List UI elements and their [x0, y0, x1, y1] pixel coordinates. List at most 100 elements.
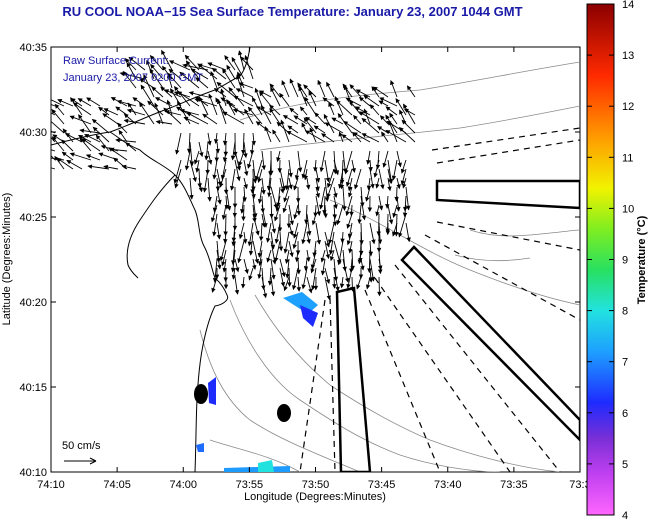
current-vector-head: [52, 134, 58, 139]
current-vector-head: [61, 139, 67, 145]
current-vector-head: [69, 115, 75, 120]
current-vector-head: [399, 109, 404, 115]
current-vector-head: [340, 238, 345, 244]
current-vector: [388, 121, 398, 143]
current-vector-head: [194, 98, 200, 103]
current-vector-head: [261, 165, 266, 171]
current-vector: [232, 240, 236, 265]
current-vector-head: [388, 120, 393, 126]
current-vector-head: [307, 230, 312, 236]
current-vector: [324, 177, 328, 202]
current-vector: [187, 112, 209, 125]
current-vector-head: [175, 106, 182, 111]
current-vector-head: [87, 164, 93, 169]
current-vector: [231, 57, 245, 80]
current-vector: [333, 240, 341, 264]
x-tick-label: 74:05: [103, 479, 131, 491]
current-vector: [154, 103, 164, 125]
current-vector-head: [278, 246, 284, 252]
current-vector: [189, 159, 197, 182]
current-vector-head: [315, 177, 321, 183]
current-vector-head: [216, 98, 222, 105]
current-vector-head: [166, 99, 171, 105]
current-vector: [238, 240, 245, 263]
current-vector-head: [376, 247, 382, 253]
scale-arrow: [64, 457, 97, 465]
current-vector-head: [150, 63, 155, 69]
current-vector-head: [116, 99, 122, 105]
current-vector-head: [264, 125, 269, 131]
current-vector: [250, 231, 254, 255]
current-vector-head: [313, 125, 319, 130]
current-vector-head: [320, 257, 325, 263]
current-vector-head: [358, 274, 364, 280]
current-vector-head: [265, 237, 271, 243]
current-vector-head: [320, 270, 326, 276]
current-vector-head: [160, 86, 166, 92]
current-vector-head: [254, 258, 259, 264]
current-vector-head: [258, 261, 263, 267]
current-vector-head: [309, 127, 314, 133]
current-vector-head: [184, 165, 190, 171]
current-vector-head: [235, 88, 241, 93]
current-vector-head: [292, 285, 297, 291]
current-vector-head: [168, 68, 174, 74]
current-vector-head: [288, 172, 293, 178]
current-vector-head: [301, 239, 306, 245]
current-vector-head: [296, 287, 302, 292]
current-vector-head: [244, 171, 249, 177]
current-vector-head: [308, 90, 313, 96]
current-vector-head: [292, 233, 298, 239]
current-vector-head: [163, 107, 169, 113]
current-vector: [222, 111, 245, 125]
current-vector-head: [229, 185, 235, 191]
current-vector-head: [247, 163, 252, 169]
current-vector-head: [266, 257, 271, 263]
current-vector-head: [392, 231, 397, 237]
current-vector-head: [377, 126, 383, 131]
current-vector-head: [210, 217, 216, 223]
current-vector-head: [237, 258, 242, 264]
current-vector-head: [146, 59, 151, 65]
current-vector-head: [375, 183, 380, 189]
current-vector-head: [401, 119, 407, 125]
current-vector-head: [345, 181, 351, 187]
current-vector-head: [406, 237, 411, 243]
current-vector-head: [371, 239, 376, 245]
current-vector-head: [311, 285, 316, 291]
current-vector-head: [140, 84, 146, 90]
current-vector-head: [188, 91, 194, 96]
current-vector-head: [349, 211, 354, 217]
current-vector: [342, 186, 346, 211]
current-vector-head: [343, 121, 349, 126]
current-vector-head: [128, 56, 134, 62]
current-vector-head: [325, 254, 330, 260]
current-vector-head: [56, 157, 62, 163]
current-vector-head: [287, 282, 292, 288]
current-vector-head: [69, 152, 75, 157]
current-vector-head: [54, 155, 59, 161]
current-vector: [244, 55, 254, 80]
current-vector: [139, 102, 155, 125]
current-vector-head: [289, 230, 294, 236]
current-vector: [252, 240, 259, 263]
map-title: RU COOL NOAA−15 Sea Surface Temperature:…: [62, 4, 523, 19]
current-vector-head: [324, 122, 330, 127]
current-vector-head: [149, 55, 155, 61]
current-vector-head: [378, 205, 384, 211]
current-vector-head: [257, 252, 263, 258]
current-vector-head: [267, 192, 272, 198]
current-vector-head: [183, 116, 189, 122]
current-vector-head: [282, 115, 288, 120]
current-vector-head: [379, 97, 385, 102]
x-tick-label: 73:45: [368, 479, 396, 491]
current-vector: [287, 131, 308, 143]
current-vector-head: [193, 159, 199, 165]
current-vector-head: [365, 196, 370, 202]
current-vector-head: [326, 183, 332, 189]
current-vector-head: [335, 100, 341, 105]
current-vector-head: [132, 97, 138, 102]
current-vector-head: [345, 210, 350, 217]
current-vector-head: [202, 187, 208, 193]
current-vector-head: [303, 117, 309, 123]
